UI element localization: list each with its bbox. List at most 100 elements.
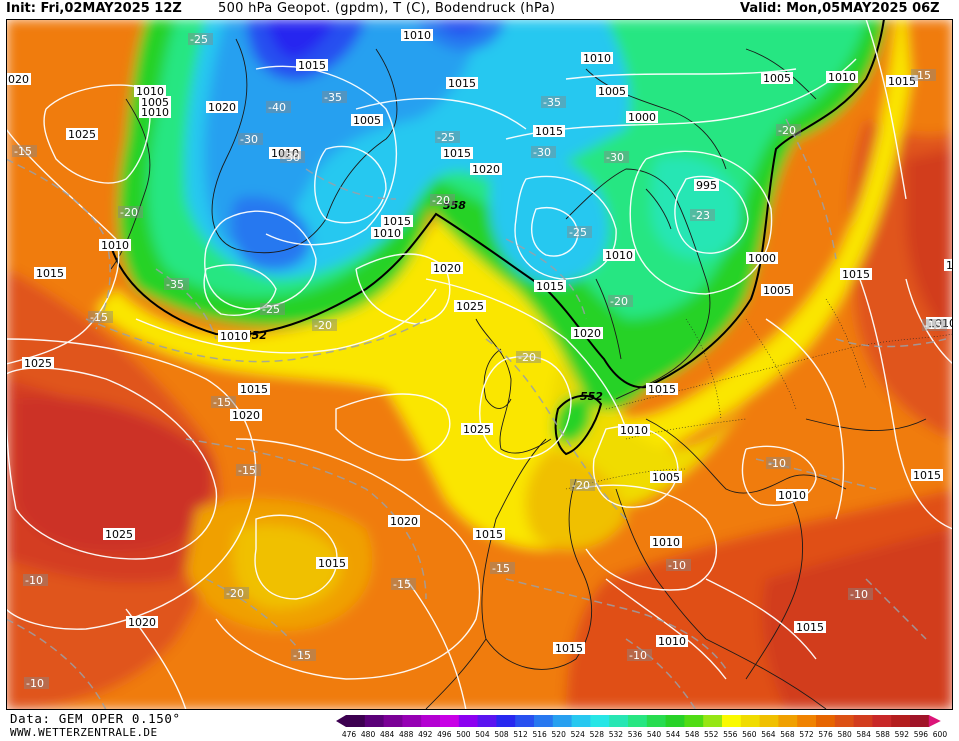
temperature-label-bg bbox=[567, 226, 592, 238]
legend-value-label: 576 bbox=[818, 730, 833, 739]
temperature-label: -15 bbox=[12, 145, 37, 158]
pressure-label-bg bbox=[571, 327, 603, 339]
legend-color-cell bbox=[759, 715, 779, 727]
legend-value-label: 564 bbox=[761, 730, 776, 739]
temperature-label-bg bbox=[391, 578, 416, 590]
temperature-label-text: -15 bbox=[913, 69, 931, 82]
legend-value-label: 556 bbox=[723, 730, 738, 739]
temperature-label: -10 bbox=[766, 457, 791, 470]
pressure-label: 1010 bbox=[139, 106, 171, 119]
temperature-label-bg bbox=[211, 396, 236, 408]
pressure-label-bg bbox=[139, 96, 171, 108]
pressure-label-bg bbox=[911, 469, 943, 481]
temperature-label-bg bbox=[23, 574, 48, 586]
pressure-label: 1015 bbox=[316, 557, 348, 570]
pressure-label-text: 1015 bbox=[475, 528, 503, 541]
legend-color-cell bbox=[628, 715, 648, 727]
pressure-label-text: 1015 bbox=[535, 125, 563, 138]
temperature-label-text: -15 bbox=[90, 311, 108, 324]
pressure-label-bg bbox=[794, 621, 826, 633]
temperature-label-bg bbox=[312, 319, 337, 331]
pressure-label-bg bbox=[446, 77, 478, 89]
legend-color-cell bbox=[552, 715, 573, 727]
pressure-label-text: 1015 bbox=[796, 621, 824, 634]
temperature-label: -25 bbox=[188, 33, 213, 46]
pressure-label-text: 1015 bbox=[443, 147, 471, 160]
temperature-label-text: -20 bbox=[778, 124, 796, 137]
pressure-label-bg bbox=[238, 383, 270, 395]
pressure-label: 1015 bbox=[534, 280, 566, 293]
temperature-label-bg bbox=[608, 295, 633, 307]
pressure-label: 1010 bbox=[269, 147, 301, 160]
pressure-label-bg bbox=[371, 227, 403, 239]
temperature-label-bg bbox=[24, 677, 49, 689]
temperature-label-text: -10 bbox=[768, 457, 786, 470]
temperature-label: -10 bbox=[24, 677, 49, 690]
temperature-label-text: -25 bbox=[569, 226, 587, 239]
legend-value-label: 584 bbox=[856, 730, 871, 739]
pressure-label-bg bbox=[650, 536, 682, 548]
temperature-label-text: -10 bbox=[25, 574, 43, 587]
pressure-label-bg bbox=[840, 268, 872, 280]
legend-color-cell bbox=[646, 715, 667, 727]
website-label: WWW.WETTERZENTRALE.DE bbox=[10, 726, 158, 739]
temperature-label: -23 bbox=[690, 209, 715, 222]
legend-color-cell bbox=[458, 715, 479, 727]
temperature-label-bg bbox=[490, 562, 515, 574]
pressure-labels: 1010101510101005101010150201005101010151… bbox=[6, 29, 953, 655]
temperature-label: -15 bbox=[236, 464, 261, 477]
temperature-label: -25 bbox=[260, 303, 285, 316]
pressure-label-bg bbox=[351, 114, 383, 126]
pressure-label: 1010 bbox=[134, 85, 166, 98]
legend-value-label: 524 bbox=[570, 730, 585, 739]
temperature-label-bg bbox=[627, 649, 652, 661]
coastlines bbox=[110, 38, 927, 710]
map-frame bbox=[6, 19, 953, 710]
pressure-label-text: 1020 bbox=[128, 616, 156, 629]
legend-value-label: 572 bbox=[799, 730, 814, 739]
legend-color-cell bbox=[722, 715, 742, 727]
pressure-label-text: 1005 bbox=[598, 85, 626, 98]
legend-value-label: 552 bbox=[704, 730, 719, 739]
temperature-label-text: -20 bbox=[572, 479, 590, 492]
temperature-label: -20 bbox=[608, 295, 633, 308]
legend-color-cell bbox=[571, 715, 591, 727]
legend-value-label: 500 bbox=[456, 730, 471, 739]
temperature-label-bg bbox=[238, 133, 263, 145]
map-footer: Data: GEM OPER 0.150° WWW.WETTERZENTRALE… bbox=[0, 710, 959, 741]
temperature-label-bg bbox=[12, 145, 37, 157]
pressure-label-text: 1020 bbox=[390, 515, 418, 528]
temperature-label: -30 bbox=[604, 151, 629, 164]
pressure-label: 1015 bbox=[794, 621, 826, 634]
legend-color-cell bbox=[684, 715, 704, 727]
temperature-label-bg bbox=[604, 151, 629, 163]
pressure-label-bg bbox=[206, 101, 238, 113]
legend-color-cell bbox=[853, 715, 873, 727]
pressure-label-bg bbox=[441, 147, 473, 159]
pressure-label: 1010 bbox=[826, 71, 858, 84]
pressure-label-text: 1000 bbox=[748, 252, 776, 265]
legend-value-label: 592 bbox=[894, 730, 909, 739]
pressure-label-text: 1005 bbox=[763, 72, 791, 85]
legend-color-cell bbox=[364, 715, 385, 727]
data-source-label: Data: GEM OPER 0.150° bbox=[10, 711, 181, 726]
pressure-label-bg bbox=[218, 330, 250, 342]
pressure-label-text: 1010 bbox=[373, 227, 401, 240]
temperature-label-text: -25 bbox=[190, 33, 208, 46]
pressure-label-bg bbox=[746, 252, 778, 264]
legend-color-cell bbox=[346, 715, 366, 727]
pressure-label: 1010 bbox=[581, 52, 613, 65]
temperature-label: -30 bbox=[280, 151, 305, 164]
pressure-label-text: 1015 bbox=[383, 215, 411, 228]
pressure-label: 1015 bbox=[34, 267, 66, 280]
pressure-label: 995 bbox=[694, 179, 719, 192]
pressure-label-bg bbox=[596, 85, 628, 97]
map-title: 500 hPa Geopot. (gpdm), T (C), Bodendruc… bbox=[218, 1, 556, 16]
temperature-label-text: -30 bbox=[240, 133, 258, 146]
pressure-label-text: 1025 bbox=[463, 423, 491, 436]
pressure-label: 1015 bbox=[944, 259, 953, 272]
pressure-label: 1015 bbox=[296, 59, 328, 72]
temperature-label-bg bbox=[236, 464, 261, 476]
pressure-label: 020 bbox=[6, 73, 31, 86]
